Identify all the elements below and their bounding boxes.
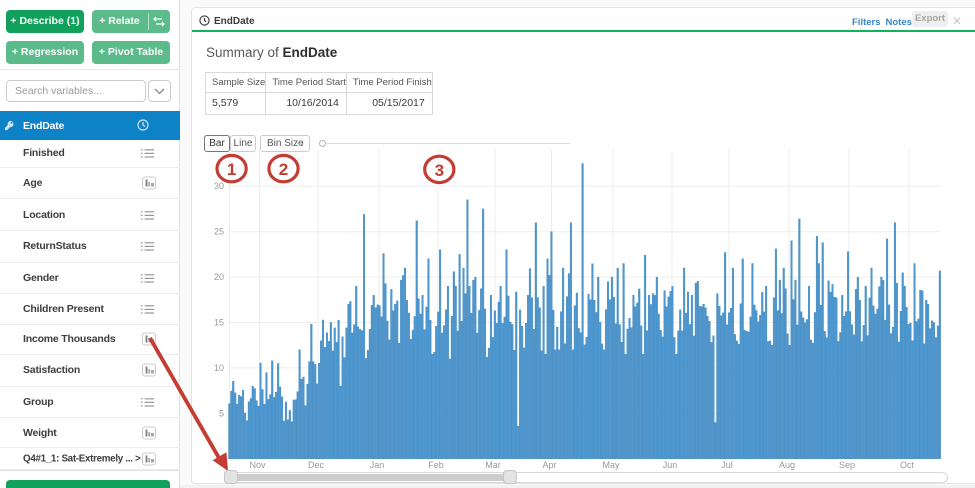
svg-text:Sep: Sep	[839, 460, 855, 470]
svg-text:3: 3	[435, 161, 444, 180]
svg-text:Jan: Jan	[370, 460, 385, 470]
svg-text:Jul: Jul	[721, 460, 733, 470]
svg-text:30: 30	[214, 181, 224, 191]
svg-text:May: May	[602, 460, 620, 470]
svg-text:15: 15	[214, 318, 224, 328]
svg-text:5: 5	[219, 408, 224, 418]
svg-text:Feb: Feb	[428, 460, 444, 470]
svg-text:Oct: Oct	[900, 460, 915, 470]
svg-text:Nov: Nov	[249, 460, 266, 470]
svg-text:25: 25	[214, 227, 224, 237]
svg-text:10: 10	[214, 363, 224, 373]
svg-text:Aug: Aug	[779, 460, 795, 470]
svg-text:Apr: Apr	[542, 460, 556, 470]
svg-text:Mar: Mar	[485, 460, 501, 470]
svg-text:1: 1	[227, 160, 236, 179]
svg-text:Jun: Jun	[663, 460, 678, 470]
svg-text:Dec: Dec	[308, 460, 325, 470]
svg-text:20: 20	[214, 272, 224, 282]
svg-text:2: 2	[279, 160, 288, 179]
